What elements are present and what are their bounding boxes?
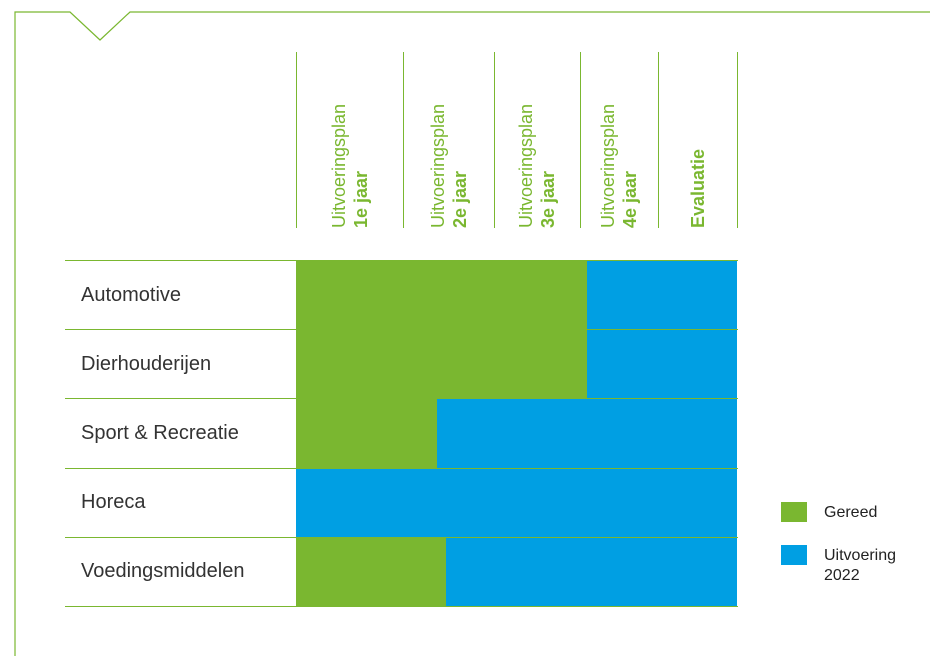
column-header-label: Uitvoeringsplan 2e jaar (427, 104, 471, 228)
bar-uitvoering (296, 468, 737, 537)
column-header-line2: 3e jaar (538, 170, 558, 228)
column-header-line2: 2e jaar (449, 170, 470, 228)
column-header-line2: 4e jaar (620, 170, 640, 228)
row-divider (65, 606, 738, 607)
column-header: Uitvoeringsplan 3e jaar (494, 52, 580, 228)
column-header-label: Uitvoeringsplan 3e jaar (515, 104, 559, 228)
column-divider (296, 52, 297, 228)
legend-swatch (781, 502, 807, 522)
column-divider (494, 52, 495, 228)
legend-label: Gereed (824, 503, 877, 523)
column-header-line1: Uitvoeringsplan (427, 103, 448, 228)
column-header-line1: Uitvoeringsplan (328, 103, 349, 228)
legend-label-line1: Gereed (824, 504, 878, 521)
column-header-label: Uitvoeringsplan 4e jaar (597, 104, 641, 228)
row-label: Automotive (81, 283, 182, 306)
column-divider (403, 52, 404, 228)
legend-label-line1: Uitvoering (824, 547, 897, 564)
column-header: Uitvoeringsplan 2e jaar (403, 52, 494, 228)
row-label: Horeca (81, 491, 146, 514)
column-divider (580, 52, 581, 228)
bar-gereed (296, 330, 588, 399)
row-label: Voedingsmiddelen (81, 560, 245, 583)
bar-gereed (296, 399, 438, 468)
column-header-line2: Evaluatie (687, 148, 708, 228)
legend-swatch (781, 545, 807, 565)
column-divider (737, 52, 738, 228)
column-header-line1: Uitvoeringsplan (516, 103, 536, 228)
row-divider (65, 260, 738, 261)
legend-label: Uitvoering 2022 (824, 546, 896, 586)
legend-label-line2: 2022 (824, 567, 860, 584)
column-divider (658, 52, 659, 228)
column-header: Uitvoeringsplan 1e jaar (296, 52, 403, 228)
column-header-label: Evaluatie (687, 149, 709, 228)
column-header-line1: Uitvoeringsplan (598, 103, 618, 228)
bar-uitvoering (587, 330, 737, 399)
column-header: Evaluatie (658, 52, 737, 228)
row-divider (65, 329, 738, 331)
row-label: Dierhouderijen (81, 352, 212, 375)
column-header: Uitvoeringsplan 4e jaar (580, 52, 658, 228)
row-divider (65, 536, 738, 538)
bar-uitvoering (437, 399, 737, 468)
column-header-label: Uitvoeringsplan 1e jaar (328, 104, 372, 228)
row-divider (65, 398, 738, 400)
bar-gereed (296, 261, 588, 330)
bar-gereed (296, 537, 446, 606)
row-divider (65, 467, 738, 469)
column-header-line2: 1e jaar (350, 170, 371, 228)
bar-uitvoering (587, 261, 737, 330)
row-label: Sport & Recreatie (81, 422, 239, 444)
bar-uitvoering (445, 537, 737, 606)
